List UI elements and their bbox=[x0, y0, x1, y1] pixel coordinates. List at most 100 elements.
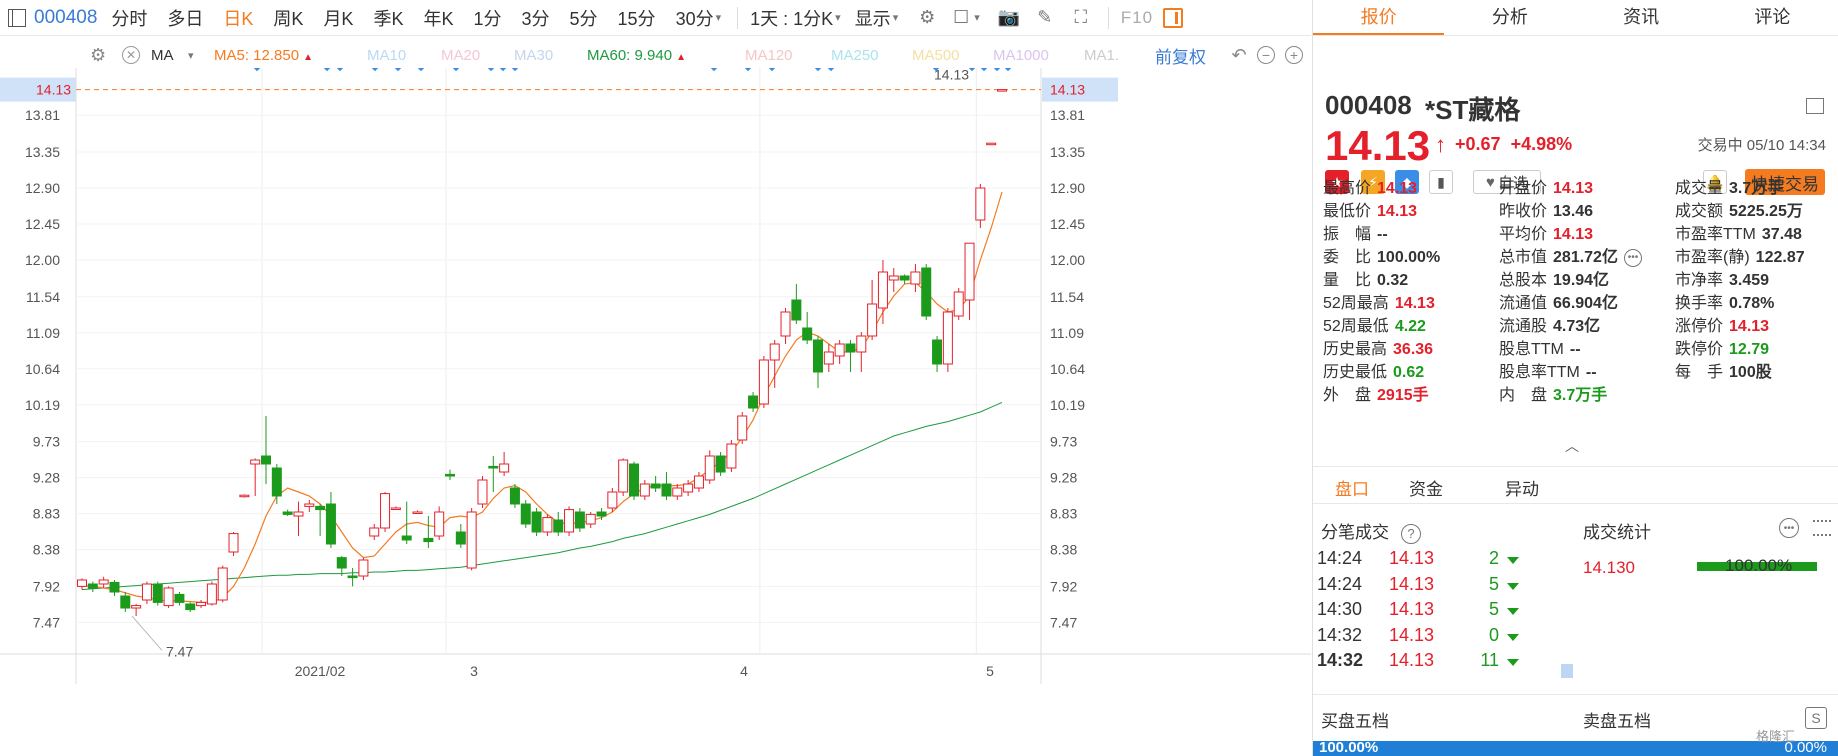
candle-body bbox=[282, 511, 293, 515]
period-tab[interactable]: 15分 bbox=[617, 8, 656, 29]
candle-body bbox=[542, 517, 553, 533]
collapse-icon[interactable]: ︿ bbox=[1565, 438, 1579, 454]
stat-value: 14.13 bbox=[1553, 180, 1594, 197]
candle-body bbox=[380, 493, 391, 529]
sub-tab[interactable]: 异动 bbox=[1505, 480, 1539, 499]
quote-panel: 报价 分析 资讯 评论 000408 *ST藏格 14.13 ↑ +0.67 +4.9… bbox=[1312, 0, 1838, 756]
ma-select[interactable]: MA bbox=[151, 46, 174, 64]
sidebar-toggle-icon[interactable] bbox=[1163, 7, 1184, 28]
chevron-down-icon[interactable]: ▾ bbox=[835, 12, 841, 24]
stat-label: 平均价 bbox=[1499, 226, 1548, 243]
candle-body bbox=[455, 531, 466, 545]
quick-trade-button[interactable]: 快捷交易 bbox=[1745, 169, 1825, 195]
square-icon[interactable]: ☐ bbox=[953, 7, 970, 27]
menu-icon[interactable] bbox=[1806, 98, 1824, 114]
camera-icon[interactable]: 📷 bbox=[997, 7, 1020, 27]
candle-body bbox=[813, 339, 823, 373]
ma60-value: MA60: 9.940 ▲ bbox=[587, 46, 686, 64]
candle-body bbox=[942, 311, 953, 365]
ma30-label: MA30 bbox=[514, 46, 554, 64]
stat-value: 100.00% bbox=[1377, 249, 1441, 266]
candle-body bbox=[477, 479, 488, 505]
period-tab[interactable]: 5分 bbox=[569, 8, 598, 29]
panel-toggle-icon[interactable] bbox=[8, 8, 26, 27]
watchlist-button[interactable]: ♥ 自选 bbox=[1473, 170, 1541, 194]
more-icon[interactable]: ••• bbox=[1779, 518, 1799, 538]
stat-label: 换手率 bbox=[1675, 295, 1724, 312]
period-tab[interactable]: 月K bbox=[323, 8, 354, 29]
current-price-bg-right bbox=[1042, 77, 1118, 102]
period-tab[interactable]: 日K bbox=[223, 8, 254, 29]
y-tick-label-right: 9.73 bbox=[1050, 434, 1077, 450]
china-flag-icon[interactable]: ★ bbox=[1325, 170, 1349, 194]
candle-body bbox=[758, 359, 769, 405]
pen-icon[interactable]: ✎ bbox=[1037, 7, 1053, 27]
stat-label: 历史最低 bbox=[1323, 364, 1388, 381]
quote-tab[interactable]: 资讯 bbox=[1623, 7, 1660, 27]
settings-icon[interactable]: ⚙ bbox=[919, 7, 936, 27]
stat-value: 3.7万手 bbox=[1729, 180, 1784, 197]
gear-icon[interactable]: ⚙ bbox=[90, 44, 107, 65]
quote-header: 000408 *ST藏格 14.13 ↑ +0.67 +4.98% 交易中 05… bbox=[1313, 36, 1838, 196]
period-tab[interactable]: 季K bbox=[373, 8, 404, 29]
tick-price: 14.13 bbox=[1389, 650, 1435, 670]
period-tab[interactable]: 年K bbox=[423, 8, 454, 29]
candle-body bbox=[77, 579, 87, 587]
candle-body bbox=[650, 483, 661, 489]
candle-body bbox=[661, 483, 672, 497]
chevron-down-icon[interactable]: ▾ bbox=[892, 12, 899, 24]
sub-tab[interactable]: 盘口 bbox=[1335, 480, 1369, 499]
volume-stats-bar bbox=[1697, 562, 1817, 571]
chevron-down-icon[interactable]: ▾ bbox=[974, 12, 980, 24]
x-tick-label: 4 bbox=[740, 663, 748, 679]
fullscreen-icon[interactable]: ⛶ bbox=[1074, 7, 1088, 27]
candle-body bbox=[488, 465, 499, 469]
period-tab[interactable]: 3分 bbox=[521, 8, 550, 29]
tag-icon[interactable]: ◆ bbox=[1395, 170, 1419, 194]
period-tab[interactable]: 多日 bbox=[167, 8, 204, 29]
period-select[interactable]: 1天 : 1分K bbox=[750, 8, 834, 29]
y-tick-label-right: 10.19 bbox=[1050, 397, 1085, 413]
candle-body bbox=[98, 579, 109, 585]
quote-tab[interactable]: 分析 bbox=[1491, 7, 1528, 27]
s-icon[interactable]: S bbox=[1805, 707, 1827, 729]
quote-tab[interactable]: 评论 bbox=[1754, 7, 1791, 27]
list-icon[interactable] bbox=[1813, 520, 1831, 536]
f10-button[interactable]: F10 bbox=[1120, 7, 1154, 27]
stat-label: 每 手 bbox=[1675, 364, 1724, 381]
stat-value: 0.62 bbox=[1393, 364, 1425, 381]
period-tab[interactable]: 1分 bbox=[473, 8, 502, 29]
tick-row: 14:30 14.13 5 bbox=[1313, 599, 1543, 625]
period-tab[interactable]: 30分 bbox=[675, 8, 714, 29]
close-icon[interactable]: ✕ bbox=[122, 46, 140, 64]
candle-body bbox=[369, 527, 380, 537]
adjust-select[interactable]: 前复权 bbox=[1155, 47, 1206, 67]
sub-tab[interactable]: 资金 bbox=[1409, 480, 1443, 499]
chevron-down-icon[interactable]: ▾ bbox=[715, 12, 722, 24]
display-menu[interactable]: 显示 bbox=[854, 8, 891, 29]
lightning-icon[interactable]: ⚡ bbox=[1361, 170, 1385, 194]
y-tick-label-left: 12.45 bbox=[25, 216, 60, 232]
y-tick-label-left: 12.90 bbox=[25, 180, 60, 196]
bookmark-icon[interactable]: ▮ bbox=[1429, 170, 1453, 194]
help-icon[interactable]: ? bbox=[1401, 523, 1421, 544]
bell-icon[interactable]: 🔔 bbox=[1703, 170, 1727, 194]
more-icon[interactable]: ••• bbox=[1623, 248, 1642, 267]
tick-volume: 0 bbox=[1488, 624, 1499, 645]
candle-body bbox=[358, 559, 369, 577]
period-tab[interactable]: 分时 bbox=[111, 8, 148, 29]
candle-body bbox=[445, 473, 455, 477]
candle-body bbox=[293, 511, 304, 517]
ma5-value: MA5: 12.850 ▲ bbox=[214, 46, 313, 64]
chevron-down-icon[interactable]: ▾ bbox=[188, 49, 194, 62]
current-price-label-right: 14.13 bbox=[1050, 82, 1085, 98]
stat-value: 14.13 bbox=[1377, 203, 1418, 220]
zoom-out-icon[interactable]: − bbox=[1257, 46, 1275, 64]
period-tab[interactable]: 周K bbox=[273, 8, 304, 29]
zoom-in-icon[interactable]: + bbox=[1285, 46, 1303, 64]
quote-tab[interactable]: 报价 bbox=[1313, 0, 1445, 35]
heart-icon: ♥ bbox=[1486, 173, 1495, 191]
candle-body bbox=[780, 311, 791, 337]
undo-icon[interactable]: ↶ bbox=[1231, 44, 1247, 65]
kline-chart[interactable]: 13.81 13.81 13.35 13.35 12.90 12.90 12.45 12.45… bbox=[0, 68, 1311, 756]
